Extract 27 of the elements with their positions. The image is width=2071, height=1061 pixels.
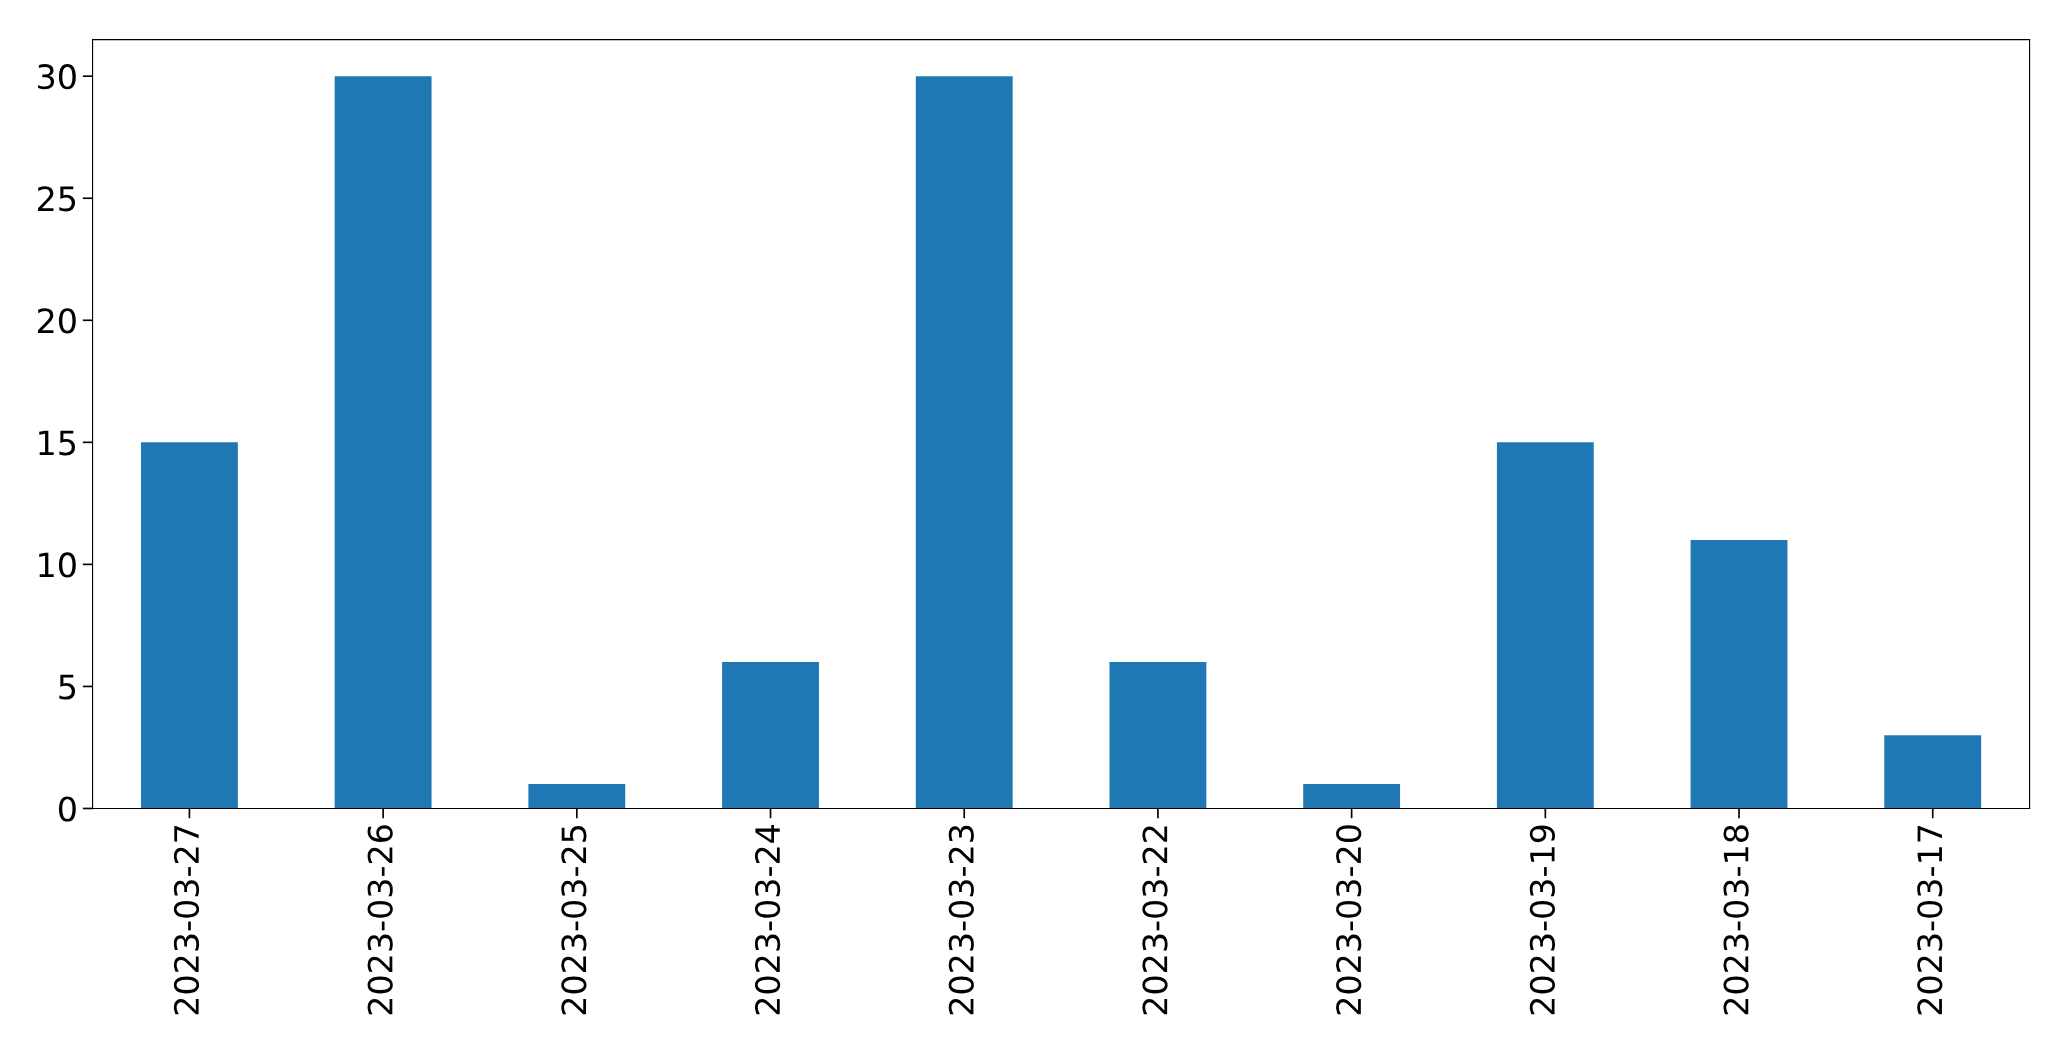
x-tick-label: 2023-03-17 — [1917, 825, 1943, 1015]
x-tick-label: 2023-03-19 — [1529, 825, 1555, 1015]
x-tick-label: 2023-03-23 — [948, 825, 974, 1015]
y-tick-label: 15 — [39, 430, 76, 456]
x-tick-label: 2023-03-27 — [173, 825, 200, 1015]
x-tick-label: 2023-03-24 — [754, 824, 781, 1015]
bar — [1109, 662, 1207, 809]
y-tick-label: 10 — [39, 552, 76, 578]
x-tick-label: 2023-03-25 — [561, 825, 587, 1015]
x-tick-label: 2023-03-18 — [1723, 825, 1749, 1015]
y-tick-label: 5 — [59, 674, 76, 700]
bar — [528, 784, 626, 809]
x-tick-label: 2023-03-20 — [1336, 825, 1362, 1015]
bar — [722, 662, 819, 809]
bar — [1303, 784, 1401, 809]
y-tick-label: 30 — [38, 64, 76, 90]
y-tick-label: 20 — [38, 308, 76, 334]
bar — [1496, 442, 1594, 809]
x-tick-label: 2023-03-22 — [1142, 826, 1168, 1015]
bar — [1884, 735, 1982, 809]
bar — [334, 76, 432, 809]
y-tick-label: 0 — [58, 796, 76, 822]
bar — [915, 76, 1013, 809]
bar — [1690, 539, 1788, 809]
y-tick-label: 25 — [38, 186, 76, 212]
bar — [141, 442, 238, 809]
x-tick-label: 2023-03-26 — [367, 825, 393, 1015]
